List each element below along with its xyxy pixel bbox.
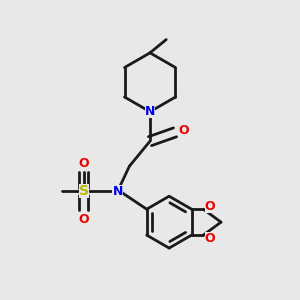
- Text: N: N: [145, 105, 155, 118]
- Text: O: O: [78, 157, 89, 170]
- Text: O: O: [205, 200, 215, 213]
- Text: O: O: [205, 232, 215, 244]
- Text: S: S: [79, 184, 89, 198]
- Text: O: O: [178, 124, 189, 137]
- Text: N: N: [112, 185, 123, 198]
- Text: O: O: [78, 213, 89, 226]
